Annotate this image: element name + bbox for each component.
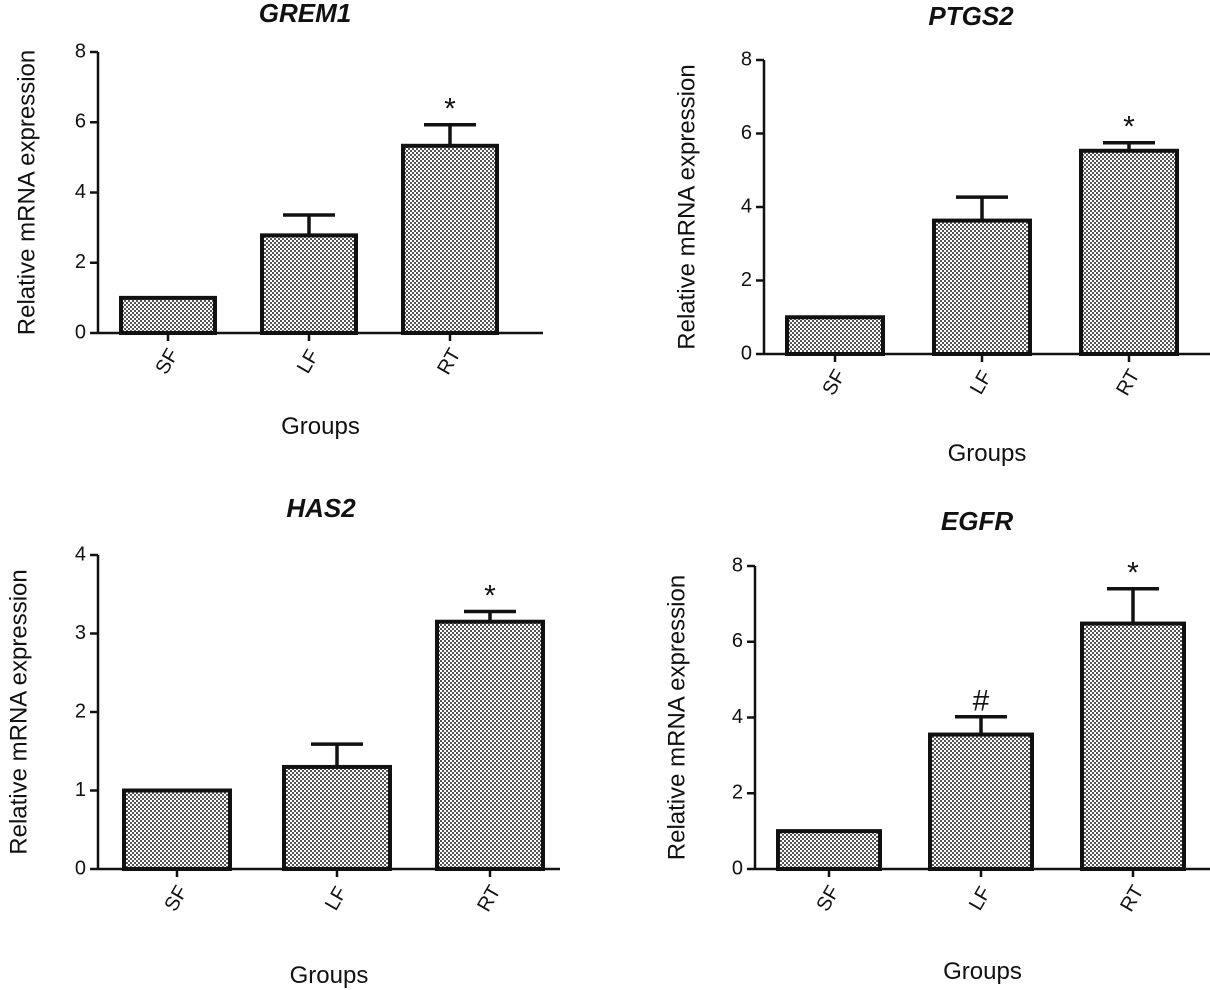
chart-title: EGFR: [941, 506, 1013, 536]
category-label-lf: LF: [965, 883, 996, 914]
y-tick-label: 8: [741, 48, 752, 70]
y-tick-label: 4: [75, 181, 86, 203]
y-tick-label: 3: [75, 622, 86, 644]
category-label-sf: SF: [151, 345, 183, 378]
significance-marker: *: [1127, 557, 1139, 590]
bar-lf: [928, 732, 1034, 872]
bar-rt: [435, 619, 545, 871]
significance-marker: *: [444, 93, 456, 126]
y-tick-label: 0: [732, 857, 743, 879]
y-tick-label: 2: [732, 782, 743, 804]
bar-rt: [1080, 621, 1186, 871]
bar-lf: [932, 218, 1032, 356]
chart-panel-4: EGFR Relative mRNA expression Groups 0 2 4 6 8 S…: [663, 506, 1210, 985]
y-tick-label: 4: [732, 706, 743, 728]
y-tick-label: 8: [75, 40, 86, 62]
y-tick-label: 4: [75, 543, 86, 565]
significance-marker: #: [973, 685, 990, 718]
y-tick-label: 4: [741, 195, 752, 217]
chart-panel-3: HAS2 Relative mRNA expression Groups 0 1 2 3 4 S…: [5, 493, 560, 989]
y-tick-label: 0: [75, 857, 86, 879]
y-axis-label: Relative mRNA expression: [13, 50, 40, 335]
y-tick-label: 6: [732, 630, 743, 652]
y-tick-label: 0: [741, 342, 752, 364]
y-tick-label: 8: [732, 554, 743, 576]
chart-panel-1: GREM1 Relative mRNA expression Groups 0 2 4 6 8…: [13, 0, 543, 440]
category-label-rt: RT: [1112, 366, 1144, 400]
y-axis-label: Relative mRNA expression: [5, 569, 32, 854]
y-tick-label: 0: [75, 321, 86, 343]
y-tick-label: 2: [741, 269, 752, 291]
category-label-sf: SF: [160, 882, 192, 915]
category-label-rt: RT: [433, 345, 465, 379]
chart-title: PTGS2: [928, 1, 1014, 31]
category-label-sf: SF: [818, 366, 850, 399]
chart-title: HAS2: [286, 493, 356, 523]
bar-sf: [785, 315, 885, 356]
bar-rt: [401, 143, 499, 335]
chart-panel-2: PTGS2 Relative mRNA expression Groups 0 2 4 6 8…: [673, 1, 1210, 467]
significance-marker: *: [1123, 111, 1135, 144]
significance-marker: *: [484, 580, 496, 613]
y-tick-label: 6: [75, 111, 86, 133]
y-axis-label: Relative mRNA expression: [673, 64, 700, 349]
y-axis-label: Relative mRNA expression: [663, 575, 690, 860]
x-axis-label: Groups: [290, 962, 369, 989]
y-tick-label: 2: [75, 251, 86, 273]
category-label-rt: RT: [1116, 882, 1148, 916]
category-label-lf: LF: [293, 346, 324, 377]
bar-sf: [122, 788, 232, 871]
category-label-lf: LF: [966, 367, 997, 398]
bar-rt: [1079, 148, 1179, 356]
bar-sf: [776, 829, 882, 871]
y-tick-label: 1: [75, 779, 86, 801]
x-axis-label: Groups: [943, 958, 1022, 985]
category-label-rt: RT: [473, 882, 505, 916]
bar-lf: [282, 764, 392, 872]
x-axis-label: Groups: [948, 440, 1027, 467]
y-tick-label: 2: [75, 700, 86, 722]
x-axis-label: Groups: [281, 413, 360, 440]
bar-lf: [260, 233, 358, 335]
category-label-lf: LF: [321, 883, 352, 914]
category-label-sf: SF: [812, 882, 844, 915]
y-tick-label: 6: [741, 122, 752, 144]
chart-title: GREM1: [259, 0, 351, 28]
bar-sf: [119, 295, 217, 335]
